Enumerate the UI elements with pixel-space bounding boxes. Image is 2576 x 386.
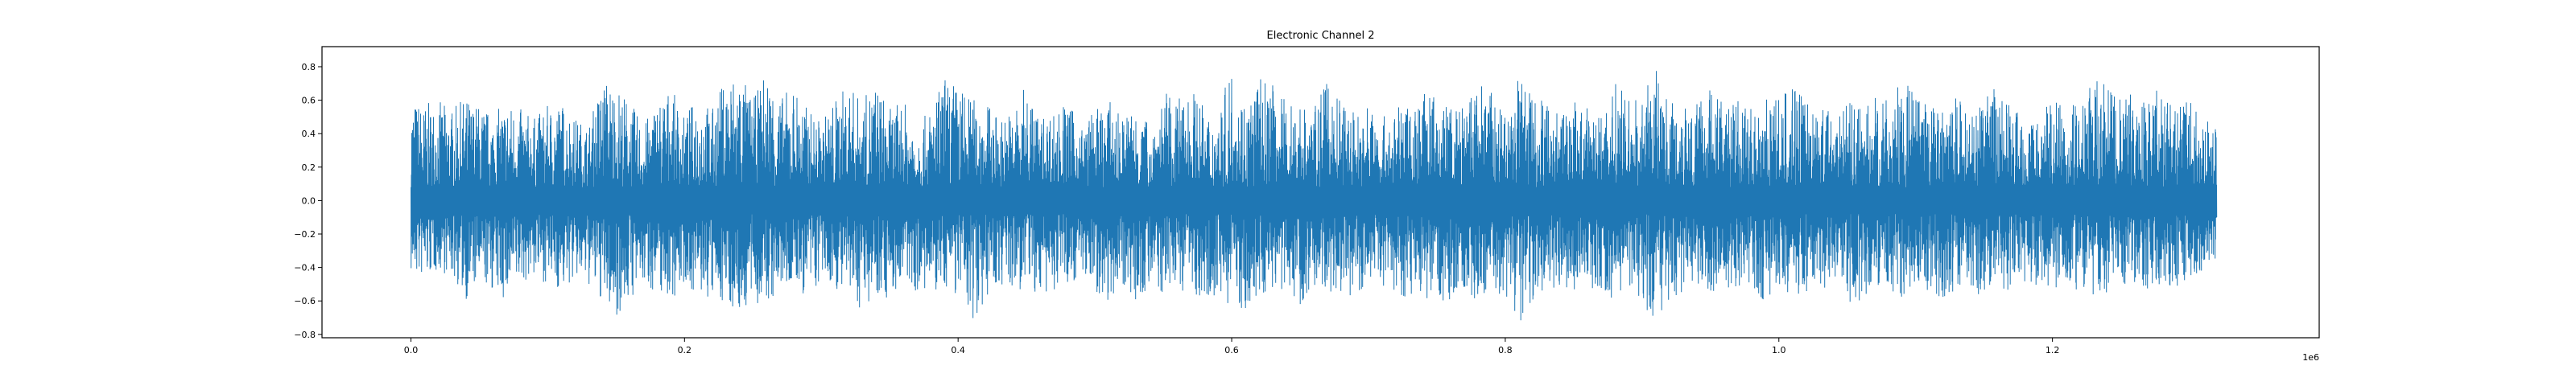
y-tick-label: −0.8 xyxy=(294,330,316,340)
x-tick-label: 1.2 xyxy=(2046,345,2060,355)
y-tick-label: 0.8 xyxy=(302,62,316,72)
y-tick-label: −0.4 xyxy=(294,263,316,273)
plot-frame xyxy=(321,46,2320,339)
y-tick-label: 0.2 xyxy=(302,162,316,173)
x-offset-text: 1e6 xyxy=(2302,352,2319,363)
chart-title: Electronic Channel 2 xyxy=(1267,30,1375,42)
y-tick-label: 0.4 xyxy=(302,129,316,139)
waveform-series-line xyxy=(411,71,2218,321)
x-tick-label: 0.8 xyxy=(1498,345,1513,355)
x-tick-label: 0.6 xyxy=(1224,345,1239,355)
x-tick-label: 0.4 xyxy=(951,345,965,355)
x-tick-label: 0.0 xyxy=(404,345,419,355)
y-tick-label: −0.6 xyxy=(294,296,316,306)
x-tick-label: 0.2 xyxy=(678,345,692,355)
waveform-layer xyxy=(411,71,2218,321)
y-tick-label: −0.2 xyxy=(294,229,316,240)
y-tick-label: 0.0 xyxy=(302,195,316,206)
x-axis: 0.0 0.2 0.4 0.6 0.8 1.0 1.2 xyxy=(404,338,2060,355)
y-axis: 0.8 0.6 0.4 0.2 0.0 −0.2 −0.4 −0.6 −0.8 xyxy=(294,62,322,340)
x-tick-label: 1.0 xyxy=(1772,345,1786,355)
y-tick-label: 0.6 xyxy=(302,96,316,106)
